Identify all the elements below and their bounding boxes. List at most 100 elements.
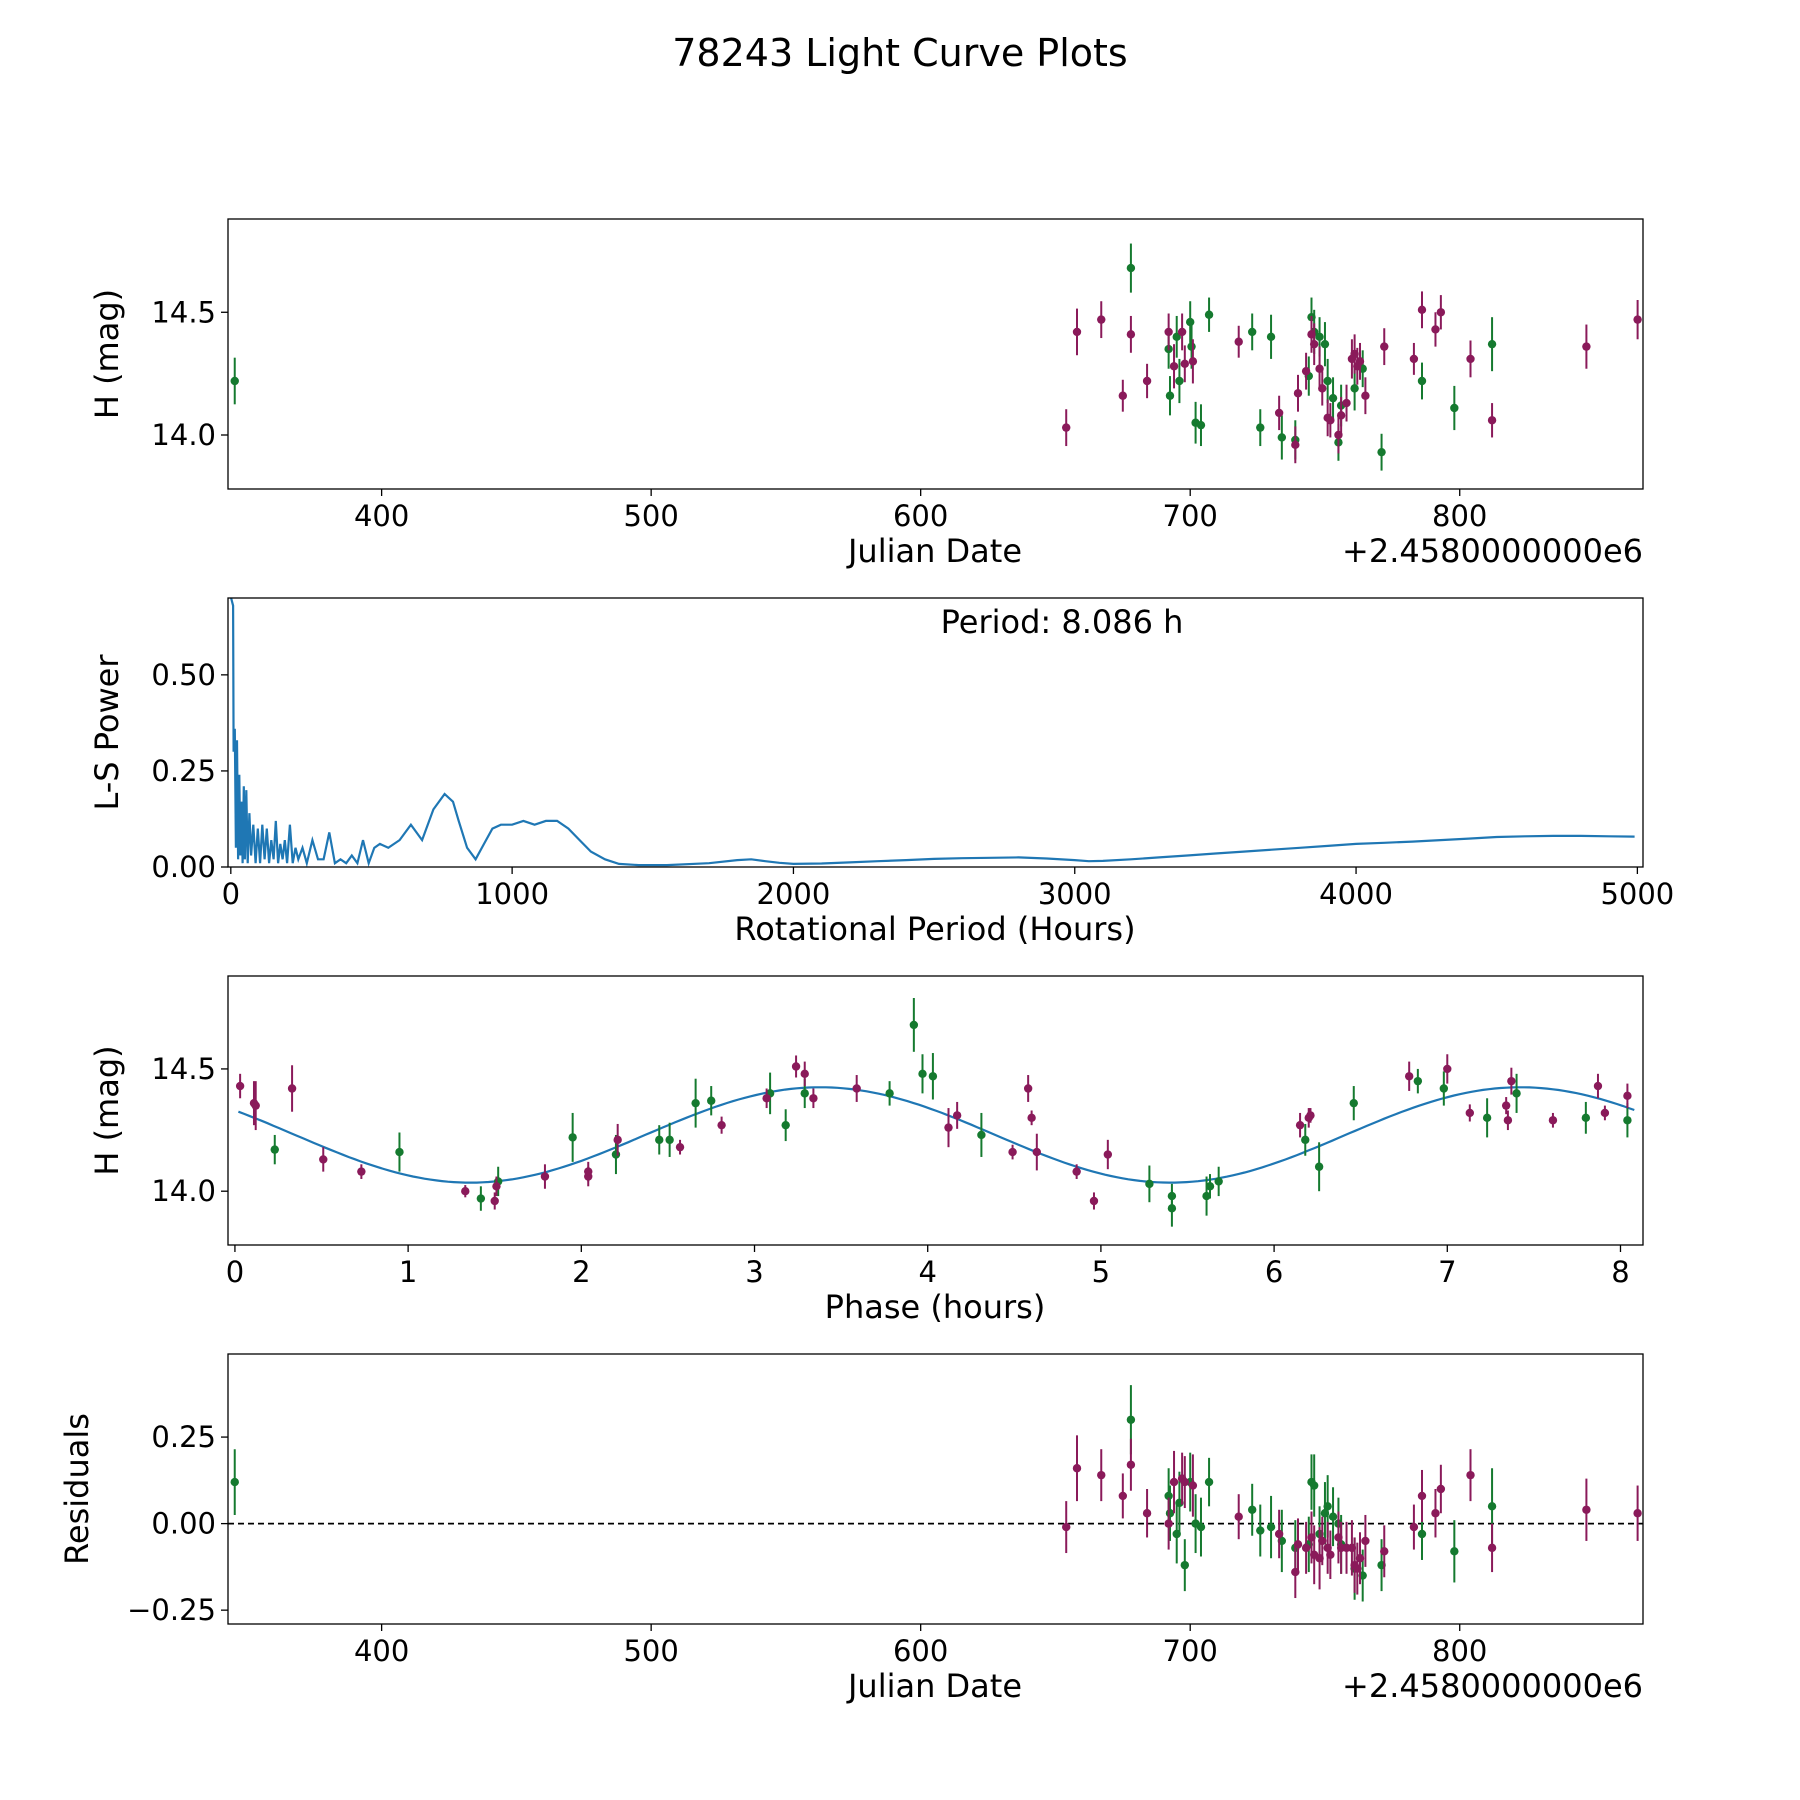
x-tick-label: 400 [354, 1634, 409, 1668]
data-point [717, 1120, 726, 1130]
data-point [1165, 1509, 1175, 1518]
data-point [791, 1062, 801, 1071]
data-point [1295, 1120, 1305, 1130]
x-tick-label: 0 [222, 877, 240, 911]
data-point [1145, 1179, 1154, 1189]
data-point [1466, 354, 1475, 364]
data-point [1315, 332, 1324, 342]
data-point [1487, 1502, 1497, 1511]
x-tick-label: 2000 [757, 877, 831, 911]
data-point [1277, 433, 1287, 442]
data-point [1487, 416, 1497, 425]
data-point [800, 1089, 809, 1098]
data-point [944, 1123, 953, 1132]
axes-frame [227, 597, 1644, 868]
data-point [1196, 420, 1206, 430]
data-point [675, 1142, 685, 1152]
data-point [952, 1111, 962, 1120]
data-point [1501, 1101, 1511, 1110]
x-tick-label: 2 [572, 1255, 590, 1289]
data-point [1314, 1162, 1324, 1171]
data-point [1172, 332, 1181, 342]
axes-frame [227, 975, 1644, 1246]
data-point [235, 1081, 245, 1091]
data-point [852, 1084, 861, 1093]
data-point [1380, 342, 1389, 351]
data-point [1409, 1522, 1419, 1532]
data-point [1301, 1543, 1311, 1553]
data-point [707, 1096, 716, 1105]
series-purple [1062, 291, 1642, 464]
x-tick-label: 0 [226, 1255, 244, 1289]
data-point [1336, 411, 1346, 420]
data-point [977, 1130, 986, 1140]
data-point [1169, 1477, 1179, 1487]
x-tick-label: 5 [1092, 1255, 1110, 1289]
series-purple [1062, 1435, 1642, 1599]
data-point [1164, 1519, 1173, 1528]
data-point [1126, 263, 1136, 273]
data-point [918, 1069, 927, 1079]
x-tick-label: 800 [1432, 499, 1487, 533]
data-point [1089, 1196, 1099, 1206]
data-point [1202, 1191, 1211, 1201]
data-point [1118, 391, 1128, 400]
data-point [1413, 1076, 1423, 1086]
plot-area [228, 1385, 1643, 1602]
data-point [476, 1194, 486, 1203]
y-tick-label: 0.25 [151, 754, 216, 788]
data-point [1417, 1529, 1427, 1539]
data-point [1274, 408, 1284, 418]
data-point [1482, 1113, 1492, 1123]
data-point [762, 1094, 771, 1103]
x-tick-label: 4 [918, 1255, 936, 1289]
data-point [1072, 1464, 1082, 1473]
data-point [251, 1101, 260, 1110]
data-point [928, 1072, 938, 1081]
y-tick-label: 0.50 [151, 658, 216, 692]
data-point [1377, 447, 1386, 457]
data-point [1466, 1470, 1475, 1480]
data-point [1548, 1116, 1558, 1125]
data-point [490, 1196, 499, 1206]
data-point [665, 1135, 674, 1145]
data-point [1234, 337, 1243, 346]
data-point [287, 1084, 297, 1093]
data-point [1436, 308, 1446, 317]
data-point [1266, 1522, 1276, 1532]
x-tick-label: 1000 [475, 877, 549, 911]
data-point [1291, 440, 1300, 450]
data-point [1027, 1113, 1036, 1123]
data-point [1097, 1470, 1106, 1480]
data-point [1008, 1147, 1017, 1157]
data-point [1165, 391, 1175, 400]
y-tick-label: 14.0 [151, 418, 216, 452]
panel-phase-fold: 0 1 2 3 4 5 6 7 8 14.0 14.5 Phase (hours) H (mag) [88, 975, 1644, 1326]
data-point [1582, 1505, 1591, 1514]
x-axis-label: Phase (hours) [825, 1288, 1046, 1326]
data-point [1126, 1415, 1136, 1424]
data-point [1417, 1491, 1427, 1501]
data-point [1318, 1536, 1327, 1546]
data-point [1175, 376, 1184, 386]
data-point [1205, 1182, 1215, 1191]
x-tick-label: 3 [745, 1255, 763, 1289]
plot-area [230, 598, 1635, 867]
data-point [357, 1167, 366, 1176]
data-point [1118, 1491, 1128, 1501]
x-offset-text: +2.4580000000e6 [1342, 1667, 1643, 1705]
data-point [1256, 423, 1265, 432]
data-point [1072, 1167, 1081, 1176]
data-point [1032, 1147, 1042, 1157]
data-point [1072, 327, 1082, 337]
data-point [655, 1135, 664, 1145]
data-point [230, 376, 239, 386]
data-point [1582, 342, 1591, 351]
data-point [1328, 393, 1338, 403]
data-point [319, 1155, 328, 1164]
data-point [809, 1094, 818, 1103]
y-axis-label: H (mag) [88, 289, 126, 419]
data-point [1342, 398, 1351, 408]
y-axis-label: Residuals [58, 1413, 96, 1565]
